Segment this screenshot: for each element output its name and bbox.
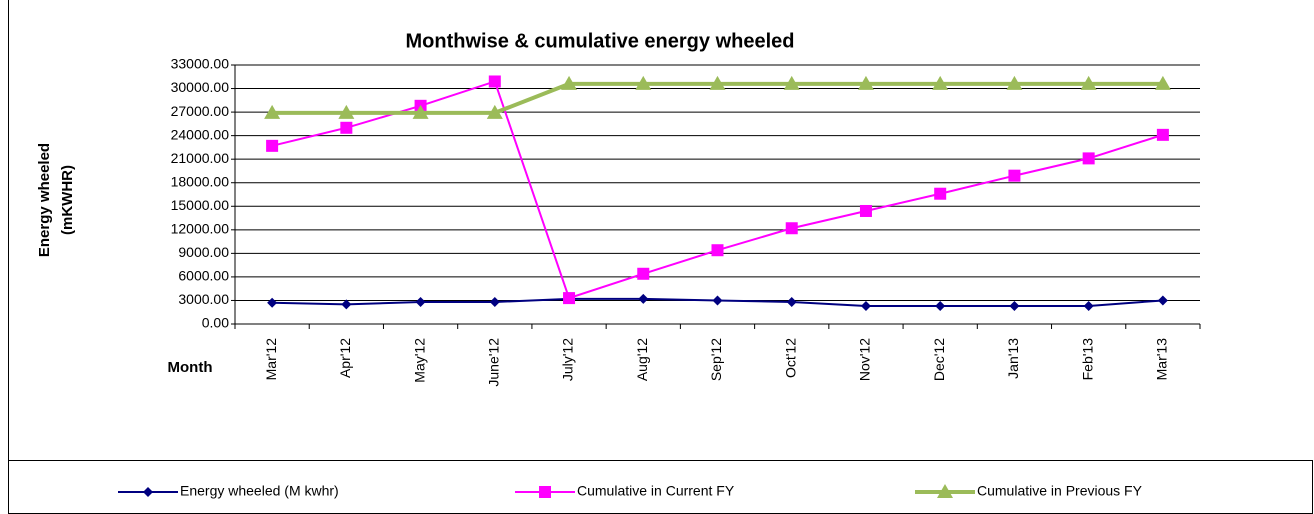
x-tick-label: Dec'12 <box>931 338 947 381</box>
x-tick-label: Feb'13 <box>1079 338 1095 381</box>
data-point <box>1008 169 1021 182</box>
data-point <box>785 222 798 235</box>
x-tick-label: June'12 <box>486 338 502 387</box>
data-point <box>857 75 874 90</box>
data-point <box>341 299 352 310</box>
legend-label: Energy wheeled (M kwhr) <box>180 483 339 499</box>
data-point <box>340 121 353 134</box>
x-tick-label: Sep'12 <box>708 338 724 381</box>
y-tick-label: 0.00 <box>202 315 229 331</box>
chart-title: Monthwise & cumulative energy wheeled <box>406 30 795 52</box>
data-point <box>934 187 947 200</box>
data-point <box>712 295 723 306</box>
data-point <box>709 75 726 90</box>
y-tick-label: 12000.00 <box>171 221 230 237</box>
x-tick-label: Mar'12 <box>263 338 279 381</box>
data-point <box>1083 300 1094 311</box>
data-point <box>1156 128 1169 141</box>
data-point <box>486 104 503 119</box>
x-tick-label: Aug'12 <box>634 338 650 381</box>
y-tick-label: 18000.00 <box>171 173 230 189</box>
data-point <box>489 297 500 308</box>
legend-marker <box>539 486 551 498</box>
data-point <box>783 75 800 90</box>
legend-marker <box>937 484 953 498</box>
y-tick-label: 9000.00 <box>178 244 229 260</box>
data-point <box>637 267 650 280</box>
data-point <box>267 297 278 308</box>
data-point <box>1080 75 1097 90</box>
data-point <box>561 75 578 90</box>
data-point <box>264 104 281 119</box>
data-point <box>1082 152 1095 165</box>
data-point <box>786 297 797 308</box>
legend-label: Cumulative in Previous FY <box>977 483 1143 499</box>
y-tick-label: 24000.00 <box>171 126 230 142</box>
y-tick-label: 15000.00 <box>171 197 230 213</box>
data-point <box>638 293 649 304</box>
y-tick-label: 30000.00 <box>171 79 230 95</box>
data-point <box>266 139 279 152</box>
x-tick-label: May'12 <box>411 338 427 383</box>
data-point <box>635 75 652 90</box>
data-point <box>415 297 426 308</box>
data-point <box>412 104 429 119</box>
y-axis-label: Energy wheeled <box>36 143 53 257</box>
x-axis-label: Month <box>168 359 213 376</box>
data-point <box>711 244 724 257</box>
data-point <box>860 300 871 311</box>
data-point <box>1157 295 1168 306</box>
x-tick-label: Oct'12 <box>782 338 798 378</box>
x-tick-label: Mar'13 <box>1154 338 1170 381</box>
x-tick-label: July'12 <box>560 338 576 381</box>
y-axis-label: (mKWHR) <box>59 165 76 235</box>
data-point <box>338 104 355 119</box>
x-tick-label: Apr'12 <box>337 338 353 378</box>
data-point <box>488 75 501 88</box>
data-point <box>859 204 872 217</box>
data-point <box>1006 75 1023 90</box>
y-tick-label: 27000.00 <box>171 103 230 119</box>
data-point <box>1009 300 1020 311</box>
x-tick-label: Jan'13 <box>1005 338 1021 379</box>
legend-label: Cumulative in Current FY <box>577 483 735 499</box>
x-tick-label: Nov'12 <box>857 338 873 381</box>
legend-marker <box>143 487 153 497</box>
data-point <box>935 300 946 311</box>
data-point <box>932 75 949 90</box>
y-tick-label: 3000.00 <box>178 291 229 307</box>
y-tick-label: 33000.00 <box>171 56 230 72</box>
data-point <box>1154 75 1171 90</box>
data-point <box>563 292 576 305</box>
y-tick-label: 21000.00 <box>171 150 230 166</box>
y-tick-label: 6000.00 <box>178 268 229 284</box>
